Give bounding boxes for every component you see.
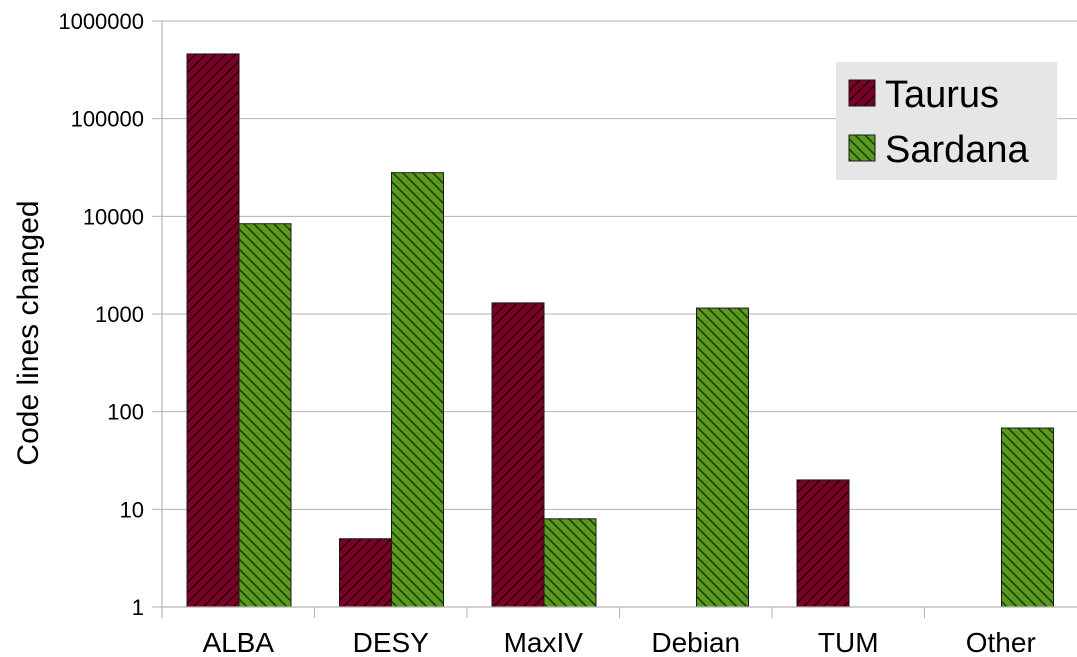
y-axis-title: Code lines changed (12, 200, 45, 465)
gridlines (152, 20, 1077, 608)
x-tick-labels: ALBA DESY MaxIV Debian TUM Other (202, 627, 1035, 657)
x-tick-label: Debian (651, 627, 740, 657)
y-tick-label: 1 (132, 595, 144, 620)
legend-label: Taurus (885, 74, 999, 116)
x-tick-label: TUM (818, 627, 879, 657)
bar-sardana-debian (696, 307, 749, 608)
y-tick-labels: 1 10 100 1000 10000 100000 1000000 (58, 9, 144, 620)
y-tick-label: 10 (120, 497, 144, 522)
axes (161, 21, 1077, 618)
bar-sardana-other (1001, 427, 1054, 608)
y-tick-label: 100000 (71, 107, 144, 132)
legend: Taurus Sardana (836, 62, 1057, 180)
bar-taurus-alba (186, 53, 240, 608)
y-tick-label: 1000000 (58, 9, 144, 34)
x-tick-label: MaxIV (504, 627, 584, 657)
bars (186, 53, 1054, 608)
bar-taurus-tum (796, 479, 850, 608)
legend-label: Sardana (885, 129, 1030, 171)
y-tick-label: 10000 (83, 204, 144, 229)
legend-swatch-sardana (848, 134, 876, 162)
bar-sardana-maxiv (543, 518, 597, 608)
legend-swatch-taurus (848, 79, 876, 107)
y-tick-label: 100 (107, 400, 144, 425)
bar-sardana-alba (238, 223, 292, 608)
bar-taurus-maxiv (491, 302, 545, 608)
y-tick-label: 1000 (95, 302, 144, 327)
bar-sardana-desy (391, 172, 444, 608)
x-tick-label: ALBA (202, 627, 274, 657)
x-tick-label: DESY (353, 627, 430, 657)
bar-taurus-desy (339, 538, 392, 608)
x-tick-label: Other (966, 627, 1036, 657)
